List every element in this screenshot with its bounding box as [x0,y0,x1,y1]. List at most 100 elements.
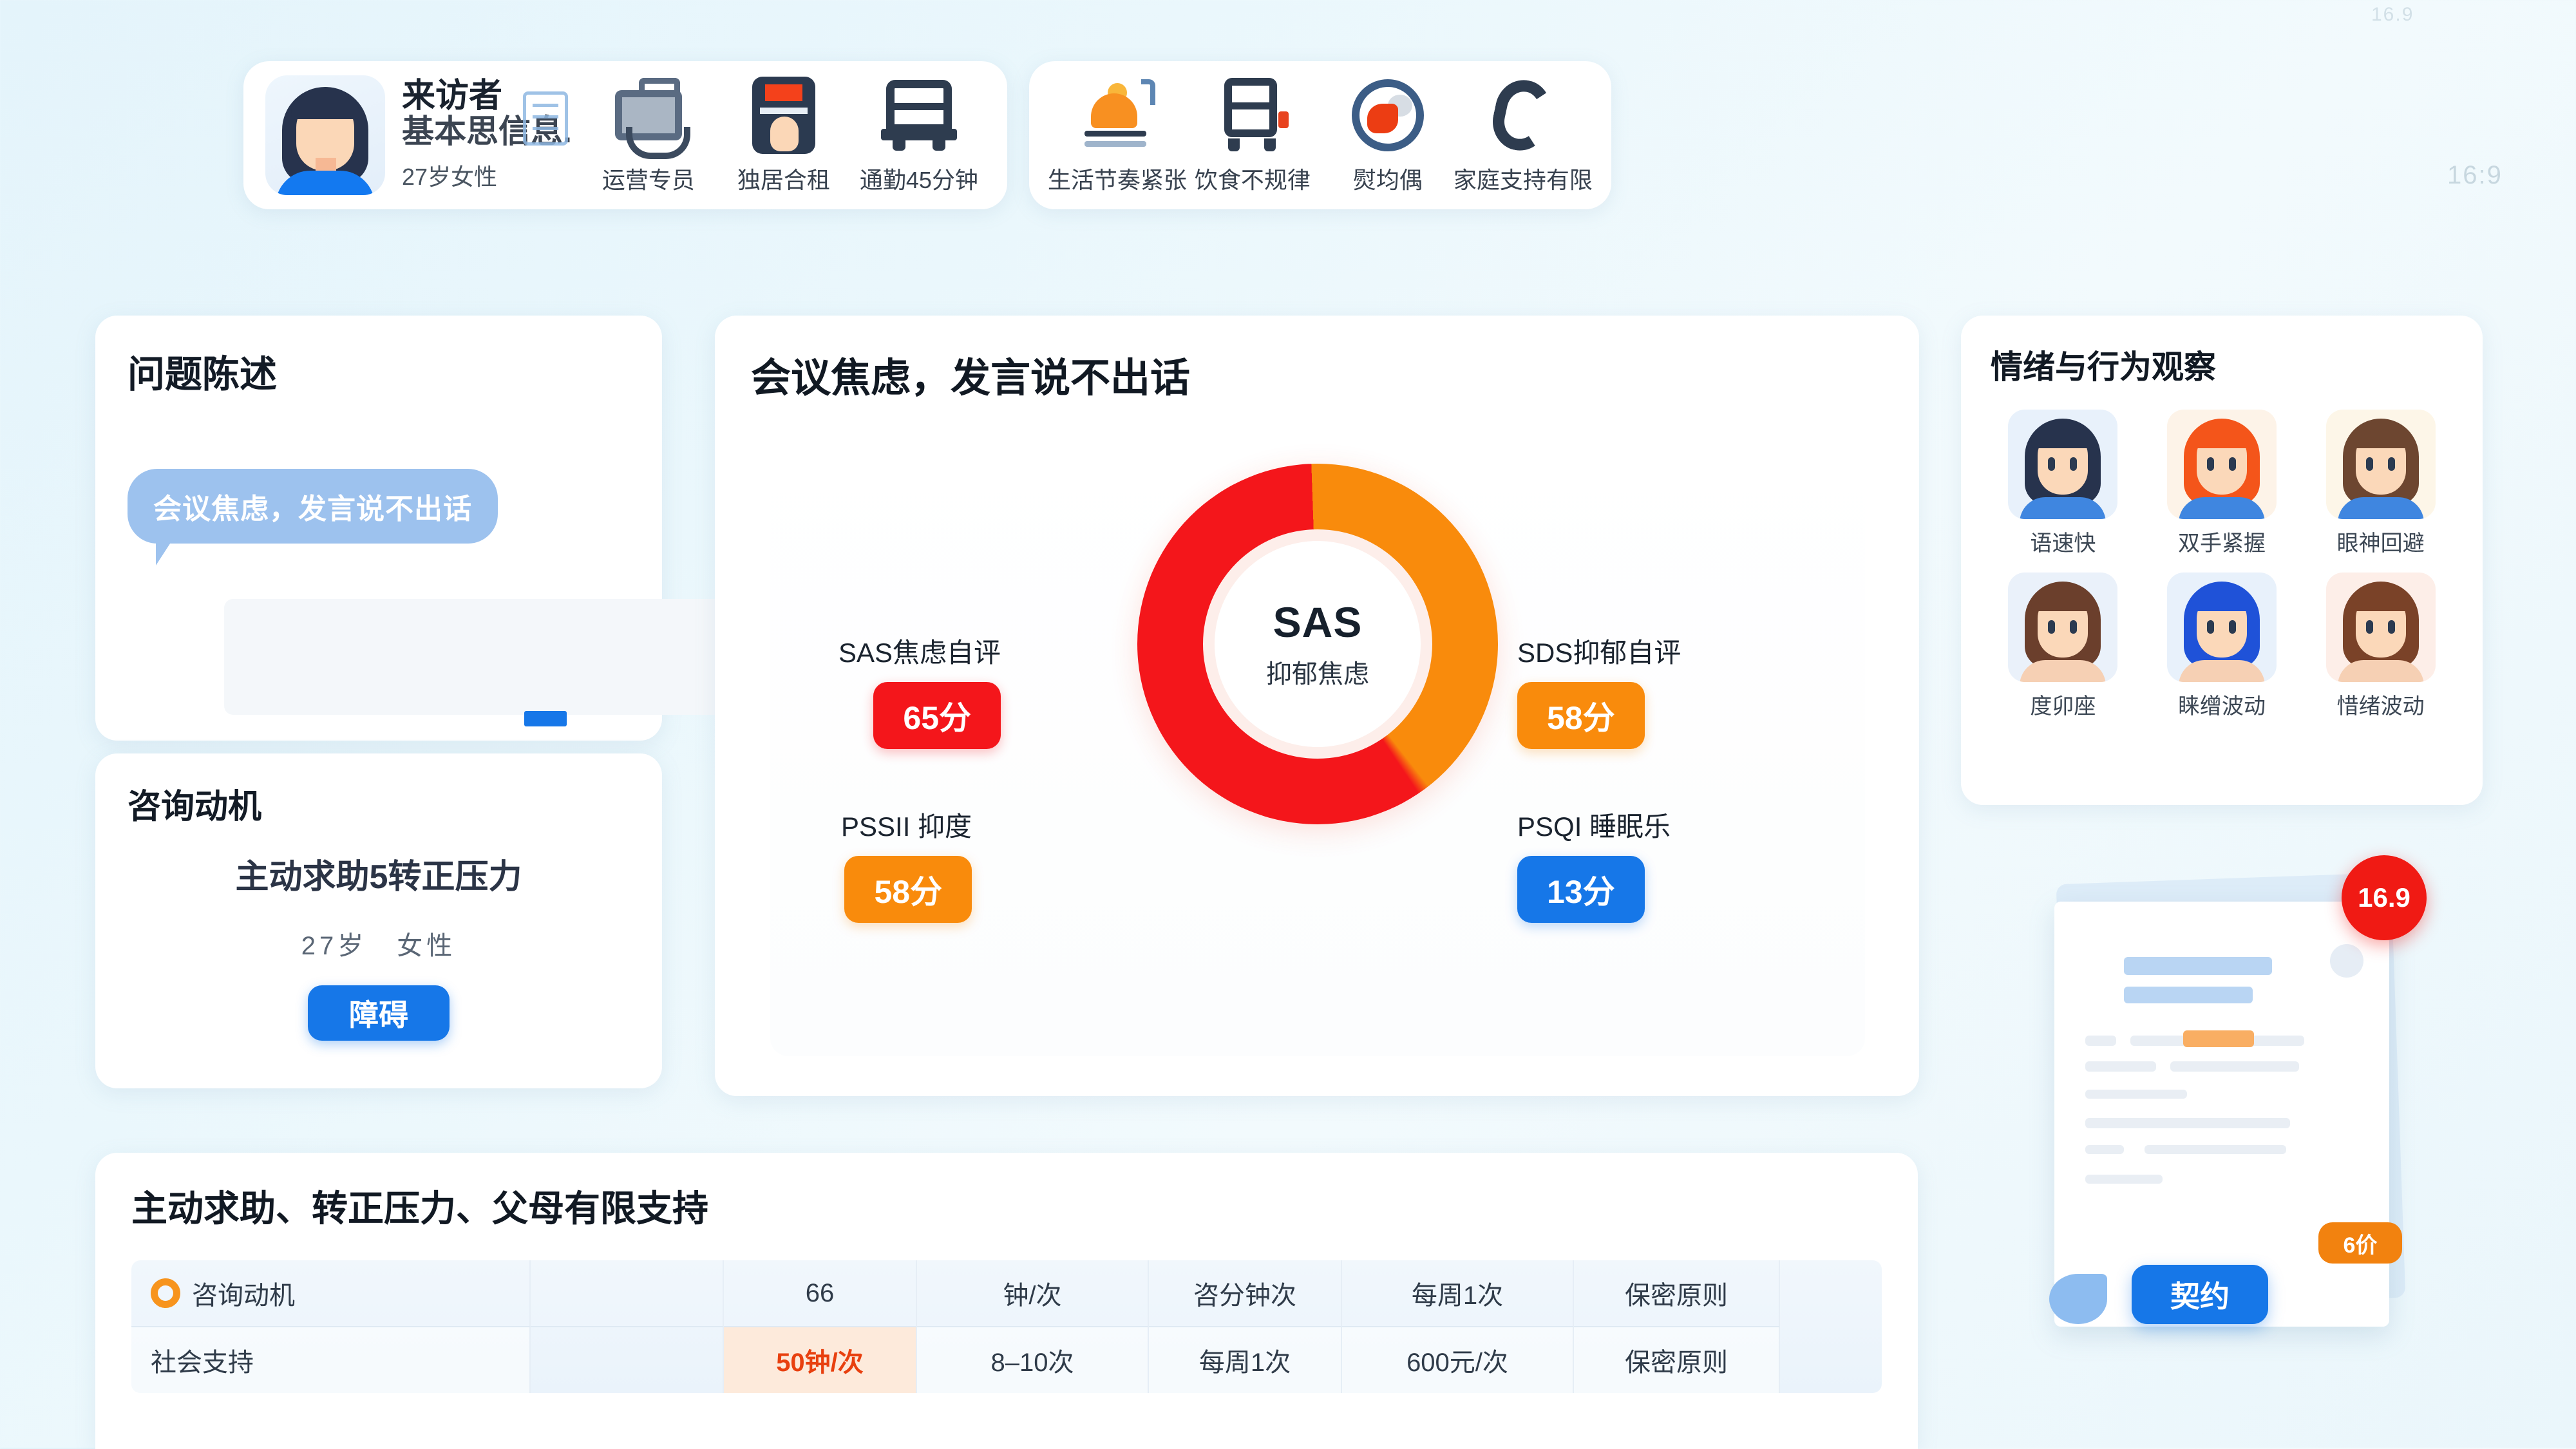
topbar-item-label: 家庭支持有限 [1453,167,1593,193]
donut-center-sublabel: 抑郁焦虑 [1266,660,1369,688]
top-info-bar: 来访者 基本思信息. 27岁女性 运营专员 独居合租 通勤45分钟 [243,61,1611,209]
person-avatar-icon [2008,573,2118,682]
topbar-item-diet[interactable]: 饮食不规律 [1186,75,1319,195]
chart-label-sas[interactable]: SAS焦虑自评 65分 [838,631,1001,749]
chart-label-caption: SDS抑郁自评 [1517,638,1681,668]
topbar-item-label: 通勤45分钟 [859,167,978,193]
observation-item[interactable]: 双手紧握 [2150,410,2295,557]
topbar-item-family[interactable]: 家庭支持有限 [1454,75,1593,195]
table-cell-sessions[interactable]: 8–10次 [917,1327,1149,1393]
person-avatar-icon [2325,410,2436,519]
face-mirror-icon [1348,75,1428,155]
settings-table: 咨询动机 66 钟/次 咨分钟次 每周1次 保密原则 社会支持 50钟/次 8–… [131,1260,1882,1393]
person-avatar-icon [2166,410,2277,519]
chart-label-value: 65分 [873,682,1001,749]
contract-button[interactable]: 契约 [2132,1265,2268,1324]
contract-document-float[interactable]: 16.9 6价 契约 [2049,855,2427,1340]
topbar-item-mirror[interactable]: 熨均偶 [1321,75,1454,195]
consult-motive-card: 咨询动机 主动求助5转正压力 27岁 女性 障碍 [95,753,662,1088]
chart-label-value: 13分 [1517,856,1645,923]
table-row-label: 社会支持 [131,1327,531,1393]
observation-item[interactable]: 惜绪波动 [2308,573,2453,720]
chart-label-pss[interactable]: PSSII 抑度 58分 [841,805,972,923]
observation-item[interactable]: 语速快 [1991,410,2136,557]
row-label-line1: 咨询动机 [192,1282,295,1310]
person-avatar-icon [2166,573,2277,682]
observation-item[interactable]: 眼神回避 [2308,410,2453,557]
clipboard-person-icon [744,75,824,155]
topbar-item-label: 运营专员 [601,167,695,193]
drop-decoration [2049,1274,2107,1324]
person-avatar-icon [2325,573,2436,682]
observation-grid: 语速快 双手紧握 眼神回避 度卯座 [1991,410,2453,720]
table-header-cell: 66 [724,1260,917,1327]
assessment-chart-card: 会议焦虑，发言说不出话 SAS 抑郁焦虑 SAS焦虑自评 65分 SDS抑郁自评… [715,316,1919,1096]
table-header-cell: 咨询动机 [131,1260,531,1327]
observation-label: 语速快 [2030,531,2096,556]
chart-label-caption: SAS焦虑自评 [838,638,1001,668]
chart-label-caption: PSSII 抑度 [841,811,972,842]
chart-label-sds[interactable]: SDS抑郁自评 58分 [1517,631,1681,749]
table-header-cell: 钟/次 [917,1260,1149,1327]
person-avatar-icon [2008,410,2118,519]
food-truck-icon [1213,75,1293,155]
topbar-item-commute[interactable]: 通勤45分钟 [853,75,985,195]
chart-label-psqi[interactable]: PSQI 睡眠乐 13分 [1517,805,1671,923]
topbar-item-stress[interactable]: 生活节奏紧张 [1047,75,1187,195]
observation-label: 双手紧握 [2177,531,2266,556]
observation-label: 睐缯波动 [2177,694,2266,719]
motive-heading: 咨询动机 [128,788,262,826]
price-badge: 16.9 [2342,855,2427,940]
document-icon [522,91,568,146]
topbar-item-briefcase[interactable]: 运营专员 [582,75,715,195]
female-avatar [265,75,385,195]
observation-heading: 情绪与行为观察 [1991,349,2216,385]
bottom-heading: 主动求助、转正压力、父母有限支持 [131,1188,708,1229]
donut-ring: SAS 抑郁焦虑 [1137,464,1498,824]
topbar-item-housing[interactable]: 独居合租 [717,75,850,195]
bus-icon [879,75,959,155]
behavior-observation-card: 情绪与行为观察 语速快 双手紧握 眼神回避 [1961,316,2483,805]
chart-label-value: 58分 [844,856,972,923]
observation-item[interactable]: 睐缯波动 [2150,573,2295,720]
discount-badge: 6价 [2318,1222,2402,1264]
center-heading: 会议焦虑，发言说不出话 [751,356,1191,401]
table-header-cell: 保密原则 [1574,1260,1780,1327]
topbar-item-label: 饮食不规律 [1194,167,1311,193]
support-summary-card: 主动求助、转正压力、父母有限支持 咨询动机 66 钟/次 咨分钟次 每周1次 保… [95,1153,1918,1449]
table-cell-principle[interactable]: 保密原则 [1574,1327,1780,1393]
lifestyle-card[interactable]: 生活节奏紧张 饮食不规律 熨均偶 家庭支持有限 [1028,61,1611,209]
donut-center: SAS 抑郁焦虑 [1215,541,1421,747]
ratio-mark-right: 16:9 [2447,161,2503,189]
problem-speech-bubble[interactable]: 会议焦虑，发言说不出话 [128,469,498,565]
table-cell-price[interactable]: 600元/次 [1342,1327,1574,1393]
table-header-cell: 每周1次 [1342,1260,1574,1327]
profile-meta: 27岁女性 [402,164,498,191]
motive-line: 主动求助5转正压力 [235,858,522,896]
phone-icon [1483,75,1563,156]
chart-label-caption: PSQI 睡眠乐 [1517,811,1671,842]
chart-label-value: 58分 [1517,682,1645,749]
stress-clothes-icon [1077,75,1157,155]
topbar-item-label: 独居合租 [737,167,830,193]
observation-label: 眼神回避 [2336,531,2425,556]
problem-bubble-text: 会议焦虑，发言说不出话 [153,493,472,525]
profile-card[interactable]: 来访者 基本思信息. 27岁女性 运营专员 独居合租 通勤45分钟 [243,61,1007,209]
donut-chart[interactable]: SAS 抑郁焦虑 SAS焦虑自评 65分 SDS抑郁自评 58分 PSSII 抑… [770,438,1865,1056]
row-label-line2: 社会支持 [151,1349,254,1377]
topbar-item-label: 生活节奏紧张 [1047,167,1187,193]
table-cell-duration[interactable]: 50钟/次 [724,1327,917,1393]
ratio-mark-top: 16.9 [2371,4,2414,25]
profile-title: 来访者 [402,77,503,115]
observation-label: 度卯座 [2030,694,2096,719]
ring-icon [151,1278,180,1308]
table-header-cell: 咨分钟次 [1149,1260,1342,1327]
problem-statement-card: 问题陈述 会议焦虑，发言说不出话 [95,316,733,741]
table-cell-frequency[interactable]: 每周1次 [1149,1327,1342,1393]
observation-label: 惜绪波动 [2336,694,2425,719]
observation-item[interactable]: 度卯座 [1991,573,2136,720]
problem-heading: 问题陈述 [128,354,278,395]
topbar-item-label: 熨均偶 [1352,167,1423,193]
obstacle-button[interactable]: 障碍 [308,985,450,1041]
profile-block: 来访者 基本思信息. 27岁女性 [265,75,580,195]
